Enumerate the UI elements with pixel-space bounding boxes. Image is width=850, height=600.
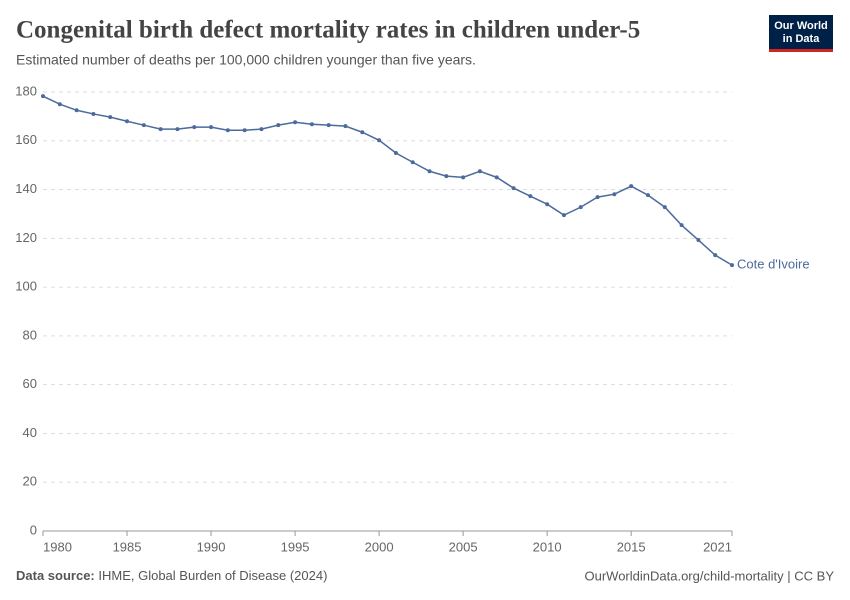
series-line xyxy=(42,95,733,266)
y-tick-label: 20 xyxy=(23,474,37,489)
data-point xyxy=(410,160,415,165)
data-point xyxy=(545,202,550,207)
data-point xyxy=(242,128,247,133)
x-tick-label: 2005 xyxy=(449,539,478,554)
logo[interactable]: Our World in Data xyxy=(769,15,833,52)
data-point xyxy=(477,169,482,174)
data-point xyxy=(528,194,533,199)
data-point xyxy=(494,175,499,180)
y-tick-label: 40 xyxy=(23,425,37,440)
y-tick-label: 0 xyxy=(30,522,37,537)
logo-box[interactable] xyxy=(769,15,833,49)
data-point xyxy=(730,263,734,268)
source: Data source: IHME, Global Burden of Dise… xyxy=(16,568,327,583)
data-point xyxy=(393,150,398,155)
data-point xyxy=(209,125,214,130)
data-point xyxy=(561,213,566,218)
x-tick-label: 2015 xyxy=(617,539,646,554)
y-tick-label: 100 xyxy=(15,279,37,294)
y-tick-label: 180 xyxy=(15,83,37,98)
y-tick-label: 80 xyxy=(23,327,37,342)
y-tick-label: 60 xyxy=(23,376,37,391)
data-point xyxy=(108,115,113,120)
data-point xyxy=(192,125,197,130)
data-point xyxy=(57,102,62,107)
data-point xyxy=(696,238,701,243)
x-tick-label: 2010 xyxy=(533,539,562,554)
data-point xyxy=(444,174,449,179)
data-point xyxy=(461,175,466,180)
data-point xyxy=(427,169,432,174)
chart-title: Congenital birth defect mortality rates … xyxy=(16,17,640,44)
x-tick-label: 1980 xyxy=(43,539,72,554)
data-point xyxy=(377,138,382,143)
data-point xyxy=(629,184,634,189)
x-tick-label: 1990 xyxy=(197,539,226,554)
data-point xyxy=(175,127,180,132)
data-point xyxy=(578,205,583,210)
y-tick-label: 120 xyxy=(15,230,37,245)
logo-underline[interactable] xyxy=(769,49,833,52)
data-point xyxy=(309,122,314,127)
x-tick-label: 1995 xyxy=(281,539,310,554)
data-point xyxy=(511,186,516,191)
logo-text[interactable]: in Data xyxy=(783,33,821,45)
data-point xyxy=(326,123,331,128)
data-point xyxy=(679,223,684,228)
data-point xyxy=(259,127,264,132)
data-point xyxy=(74,108,79,113)
source-label: Data source: xyxy=(16,568,95,583)
data-point xyxy=(91,111,96,116)
series-label: Cote d'Ivoire xyxy=(737,257,810,272)
x-tick-label: 2021 xyxy=(703,539,732,554)
data-point xyxy=(41,94,45,99)
y-tick-label: 140 xyxy=(15,181,37,196)
x-tick-label: 2000 xyxy=(365,539,394,554)
data-point xyxy=(360,130,365,135)
data-point xyxy=(293,120,298,125)
source-text: IHME, Global Burden of Disease (2024) xyxy=(98,568,327,583)
y-tick-label: 160 xyxy=(15,132,37,147)
data-point xyxy=(713,253,718,258)
data-point xyxy=(645,193,650,198)
x-tick-label: 1985 xyxy=(113,539,142,554)
logo-text[interactable]: Our World xyxy=(774,20,828,32)
data-point xyxy=(612,192,617,197)
data-point xyxy=(141,123,146,128)
chart-subtitle: Estimated number of deaths per 100,000 c… xyxy=(16,52,476,68)
data-point xyxy=(158,127,163,132)
credit[interactable]: OurWorldinData.org/child-mortality | CC … xyxy=(585,568,835,583)
data-point xyxy=(343,124,348,129)
data-point xyxy=(662,205,667,210)
data-point xyxy=(225,128,230,133)
data-point xyxy=(125,119,130,124)
data-point xyxy=(595,195,600,200)
data-point xyxy=(276,123,281,128)
